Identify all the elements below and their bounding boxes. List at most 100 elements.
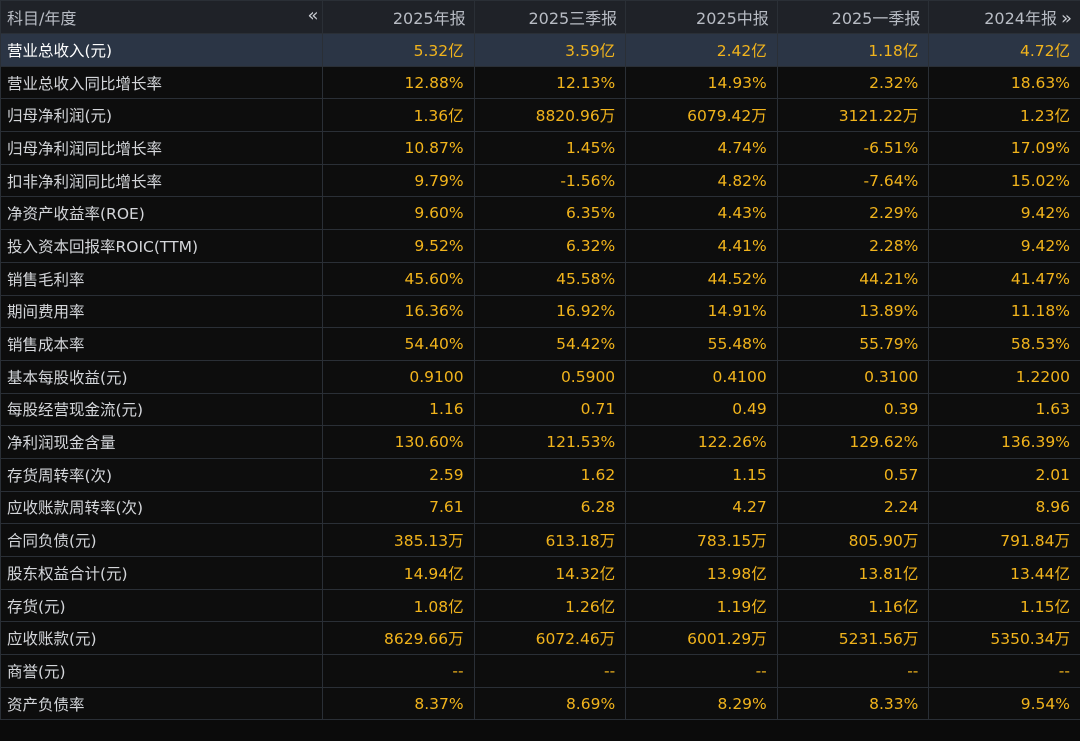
table-row[interactable]: 每股经营现金流(元) 1.16 0.71 0.49 0.39 1.63 xyxy=(0,392,1080,427)
table-row[interactable]: 期间费用率 16.36% 16.92% 14.91% 13.89% 11.18% xyxy=(0,294,1080,329)
metric-value: 44.52% xyxy=(625,261,778,296)
metric-value: 1.15 xyxy=(625,457,778,492)
metric-value: 1.23亿 xyxy=(928,98,1080,133)
period-header: 2024年报» xyxy=(928,0,1080,34)
metric-value: 8.69% xyxy=(473,686,627,721)
metric-value: 4.27 xyxy=(625,490,778,525)
metric-value: -1.56% xyxy=(473,163,627,198)
metric-value: 1.36亿 xyxy=(322,98,475,133)
metric-value: 41.47% xyxy=(928,261,1080,296)
metric-value: 9.52% xyxy=(322,229,475,263)
next-periods-icon[interactable]: » xyxy=(1060,8,1072,29)
table-row[interactable]: 应收账款周转率(次) 7.61 6.28 4.27 2.24 8.96 xyxy=(0,490,1080,525)
metric-value: 805.90万 xyxy=(776,523,930,557)
metric-value: 13.44亿 xyxy=(928,556,1080,590)
metric-value: 1.62 xyxy=(473,457,627,492)
metric-value: 1.2200 xyxy=(928,359,1080,394)
metric-label: 每股经营现金流(元) xyxy=(0,392,323,427)
metric-value: 1.16 xyxy=(322,392,475,427)
metric-value: 54.40% xyxy=(322,327,475,361)
metric-label: 净利润现金含量 xyxy=(0,425,323,459)
metric-label: 应收账款周转率(次) xyxy=(0,490,323,525)
metric-value: 5231.56万 xyxy=(776,621,930,656)
metric-label: 应收账款(元) xyxy=(0,621,323,656)
metric-value: 1.08亿 xyxy=(322,588,475,623)
table-row[interactable]: 存货(元) 1.08亿 1.26亿 1.19亿 1.16亿 1.15亿 xyxy=(0,588,1080,623)
metric-label: 营业总收入(元) xyxy=(0,33,323,67)
metric-value: 55.48% xyxy=(625,327,778,361)
metric-value: 17.09% xyxy=(928,131,1080,165)
metric-value: 12.88% xyxy=(322,65,475,100)
metric-value: 9.79% xyxy=(322,163,475,198)
metric-value: 0.9100 xyxy=(322,359,475,394)
metric-value: 5350.34万 xyxy=(928,621,1080,656)
metric-label: 基本每股收益(元) xyxy=(0,359,323,394)
metric-value: 14.32亿 xyxy=(473,556,627,590)
metric-label: 销售毛利率 xyxy=(0,261,323,296)
metric-value: 2.24 xyxy=(776,490,930,525)
metric-label: 营业总收入同比增长率 xyxy=(0,65,323,100)
table-row[interactable]: 合同负债(元) 385.13万 613.18万 783.15万 805.90万 791.8… xyxy=(0,523,1080,557)
metric-value: 16.92% xyxy=(473,294,627,329)
metric-value: 1.26亿 xyxy=(473,588,627,623)
metric-value: -7.64% xyxy=(776,163,930,198)
metric-value: 6.28 xyxy=(473,490,627,525)
metric-value: 13.89% xyxy=(776,294,930,329)
metric-value: 613.18万 xyxy=(473,523,627,557)
table-row[interactable]: 扣非净利润同比增长率 9.79% -1.56% 4.82% -7.64% 15.02% xyxy=(0,163,1080,198)
metric-label: 合同负债(元) xyxy=(0,523,323,557)
table-row[interactable]: 商誉(元) -- -- -- -- -- xyxy=(0,654,1080,688)
metric-value: 4.82% xyxy=(625,163,778,198)
previous-periods-icon[interactable]: « xyxy=(307,5,319,26)
metric-label: 净资产收益率(ROE) xyxy=(0,196,323,231)
metric-value: 5.32亿 xyxy=(322,33,475,67)
table-row[interactable]: 基本每股收益(元) 0.9100 0.5900 0.4100 0.3100 1.2200 xyxy=(0,359,1080,394)
period-header-label: 2025年报 xyxy=(392,9,466,28)
metric-value: 15.02% xyxy=(928,163,1080,198)
metric-value: 130.60% xyxy=(322,425,475,459)
metric-value: 6072.46万 xyxy=(473,621,627,656)
metric-value: 783.15万 xyxy=(625,523,778,557)
table-row[interactable]: 营业总收入同比增长率 12.88% 12.13% 14.93% 2.32% 18.63% xyxy=(0,65,1080,100)
metric-value: 8.96 xyxy=(928,490,1080,525)
metric-value: 11.18% xyxy=(928,294,1080,329)
period-header-label: 2025一季报 xyxy=(831,9,921,28)
metric-value: 58.53% xyxy=(928,327,1080,361)
metric-value: 14.91% xyxy=(625,294,778,329)
header-label: 科目/年度 xyxy=(7,9,77,28)
table-row[interactable]: 应收账款(元) 8629.66万 6072.46万 6001.29万 5231.56万 5… xyxy=(0,621,1080,656)
metric-label: 存货周转率(次) xyxy=(0,457,323,492)
metric-value: -- xyxy=(625,654,778,688)
metric-value: 6001.29万 xyxy=(625,621,778,656)
table-row[interactable]: 资产负债率 8.37% 8.69% 8.29% 8.33% 9.54% xyxy=(0,686,1080,721)
table-row[interactable]: 销售毛利率 45.60% 45.58% 44.52% 44.21% 41.47% xyxy=(0,261,1080,296)
period-header: 2025三季报 xyxy=(473,0,627,34)
metric-label: 股东权益合计(元) xyxy=(0,556,323,590)
table-row[interactable]: 归母净利润同比增长率 10.87% 1.45% 4.74% -6.51% 17.09% xyxy=(0,131,1080,165)
period-header-label: 2025三季报 xyxy=(528,9,618,28)
period-header-label: 2024年报 xyxy=(984,9,1057,28)
metric-value: 1.18亿 xyxy=(776,33,930,67)
metric-value: 0.71 xyxy=(473,392,627,427)
metric-value: 7.61 xyxy=(322,490,475,525)
table-row[interactable]: 投入资本回报率ROIC(TTM) 9.52% 6.32% 4.41% 2.28% 9.42… xyxy=(0,229,1080,263)
metric-value: 9.60% xyxy=(322,196,475,231)
table-row[interactable]: 销售成本率 54.40% 54.42% 55.48% 55.79% 58.53% xyxy=(0,327,1080,361)
metric-value: 13.98亿 xyxy=(625,556,778,590)
metric-value: 14.93% xyxy=(625,65,778,100)
metric-value: 121.53% xyxy=(473,425,627,459)
metric-label: 商誉(元) xyxy=(0,654,323,688)
metric-value: 0.3100 xyxy=(776,359,930,394)
metric-value: 12.13% xyxy=(473,65,627,100)
header-row: 科目/年度 « 2025年报 2025三季报 2025中报 2025一季报 20… xyxy=(0,0,1080,34)
table-row[interactable]: 股东权益合计(元) 14.94亿 14.32亿 13.98亿 13.81亿 13.44亿 xyxy=(0,556,1080,590)
table-row[interactable]: 净资产收益率(ROE) 9.60% 6.35% 4.43% 2.29% 9.42% xyxy=(0,196,1080,231)
table-row[interactable]: 归母净利润(元) 1.36亿 8820.96万 6079.42万 3121.22万 1.2… xyxy=(0,98,1080,133)
table-row[interactable]: 存货周转率(次) 2.59 1.62 1.15 0.57 2.01 xyxy=(0,457,1080,492)
table-row[interactable]: 营业总收入(元) 5.32亿 3.59亿 2.42亿 1.18亿 4.72亿 xyxy=(0,33,1080,67)
metric-label: 归母净利润同比增长率 xyxy=(0,131,323,165)
metric-value: 2.28% xyxy=(776,229,930,263)
metric-label: 销售成本率 xyxy=(0,327,323,361)
table-row[interactable]: 净利润现金含量 130.60% 121.53% 122.26% 129.62% 136.3… xyxy=(0,425,1080,459)
metric-value: 0.39 xyxy=(776,392,930,427)
